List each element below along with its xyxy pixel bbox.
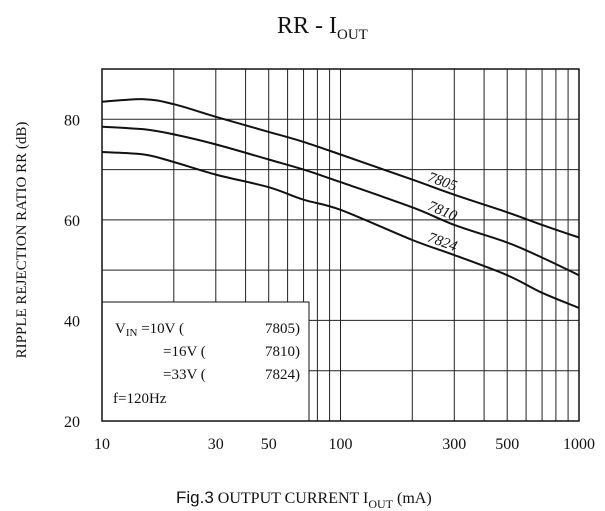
y-axis-label: RIPPLE REJECTION RATIO RR (dB) [14,122,30,359]
x-tick-label: 500 [495,436,519,453]
series-line-7805 [101,98,580,239]
legend-vin-33v: =33V ( [163,367,206,383]
chart-title-main: RR - I [277,13,337,39]
x-tick-label: 30 [208,436,224,453]
x-axis-label-unit: (mA) [393,490,432,507]
legend-vin-16v: =16V ( [163,344,206,360]
series-line-7824 [101,151,580,309]
series-line-7810 [101,125,580,277]
y-tick-label: 20 [64,414,80,431]
y-tick-label: 40 [64,313,80,330]
x-axis-label-fig: Fig.3 [176,488,214,507]
legend: VIN =10V ( 7805) =16V ( 7810) =33V ( 782… [101,301,310,422]
chart-title: RR - IOUT [277,13,368,43]
legend-line-7805: VIN =10V ( [115,321,184,339]
x-tick-labels: 10 30 50 100 300 500 1000 [94,436,595,453]
y-tick-label: 60 [64,213,80,230]
legend-model-7805: 7805) [265,321,300,337]
plot-frame [101,68,580,422]
x-axis-label-main: OUTPUT CURRENT I [214,490,369,507]
x-tick-label: 10 [94,436,110,453]
legend-vin-symbol: V [115,321,126,337]
x-tick-label: 300 [442,436,466,453]
x-tick-label: 100 [329,436,353,453]
grid [102,69,579,421]
legend-model-7824: 7824) [265,367,300,383]
y-tick-labels: 20 40 60 80 [64,112,80,431]
x-tick-label: 1000 [563,436,595,453]
x-axis-label-subscript: OUT [368,497,393,511]
legend-frequency: f=120Hz [113,391,167,407]
series-lines [101,98,580,309]
legend-box [101,301,310,422]
legend-model-7810: 7810) [265,344,300,360]
legend-vin-10v: =10V ( [137,321,184,337]
legend-vin-subscript: IN [126,327,138,339]
y-tick-label: 80 [64,112,80,129]
x-tick-label: 50 [261,436,277,453]
x-axis-label: Fig.3 OUTPUT CURRENT IOUT (mA) [176,488,432,511]
chart-title-subscript: OUT [337,27,368,43]
